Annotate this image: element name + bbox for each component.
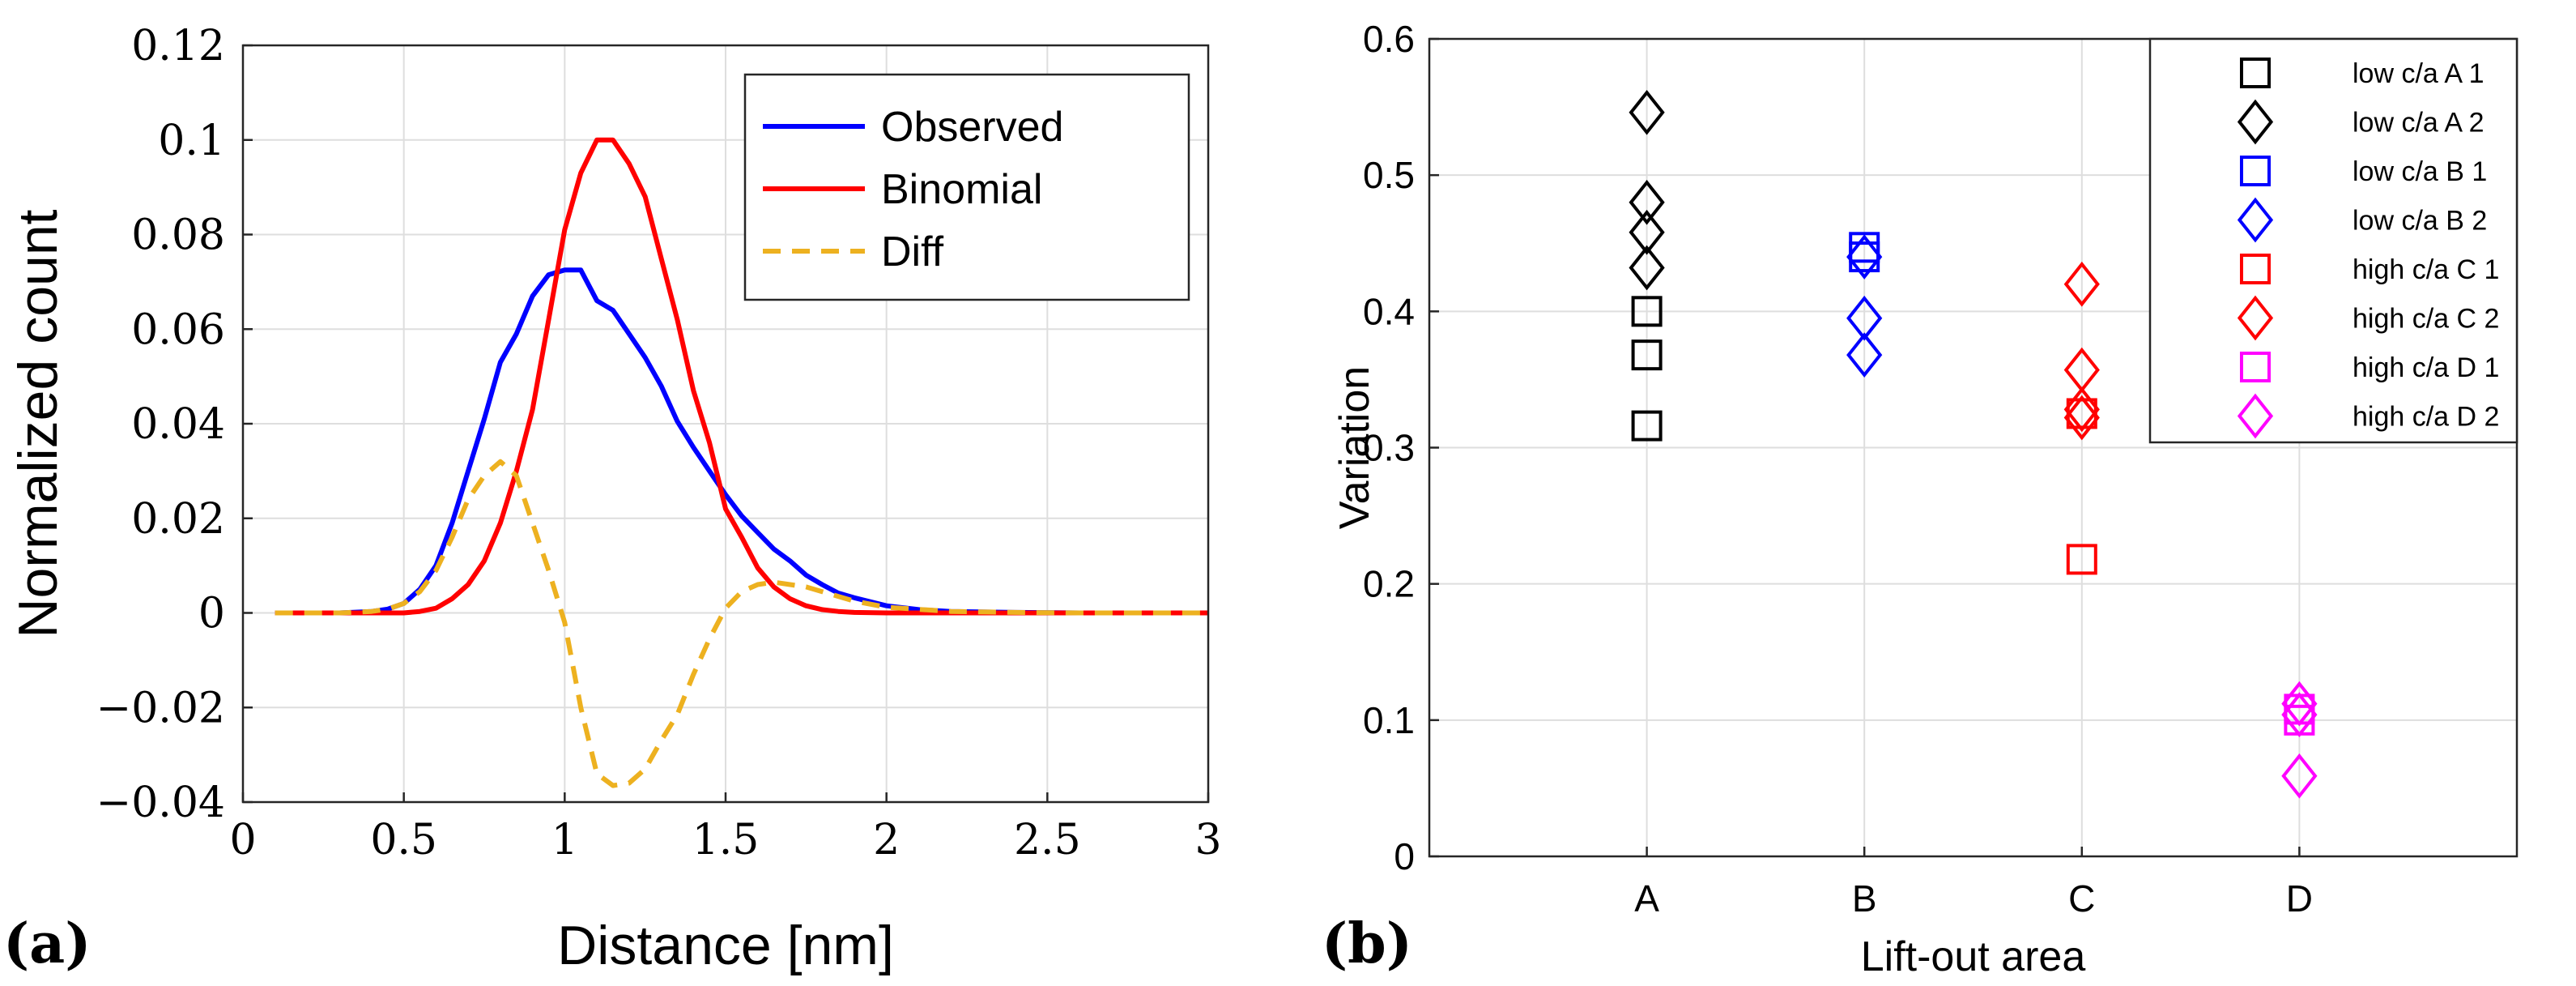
panel-a-x-tick-label: 3 xyxy=(1194,816,1221,864)
panel-a-legend: Observed Binomial Diff xyxy=(743,73,1190,301)
panel-a-x-tick-label: 0.5 xyxy=(370,816,437,864)
panel-b-y-tick-label: 0.3 xyxy=(1363,427,1415,469)
panel-b-legend-label: low c/a B 1 xyxy=(2352,156,2487,187)
panel-b-point-diamond xyxy=(1629,245,1665,291)
panel-b-point-diamond xyxy=(1629,179,1665,225)
panel-a-x-tick-label: 0 xyxy=(229,816,256,864)
panel-b-legend-marker-square xyxy=(2240,254,2271,284)
panel-b-y-tick-label: 0.1 xyxy=(1363,699,1415,741)
panel-b-point-diamond xyxy=(1846,295,1883,341)
panel-b-legend-label: high c/a C 1 xyxy=(2352,254,2499,285)
panel-b-point-diamond xyxy=(2063,386,2100,433)
panel-b-legend-marker-diamond xyxy=(2237,393,2274,439)
panel-a-y-axis-label: Normalized count xyxy=(7,209,69,638)
panel-a-series-line-observed xyxy=(275,267,1208,616)
panel-b-point-diamond xyxy=(2281,681,2318,727)
panel-a-legend-label: Binomial xyxy=(881,166,1042,213)
panel-b-legend-label: low c/a A 2 xyxy=(2352,108,2484,139)
panel-a-x-tick-label: 2 xyxy=(873,816,900,864)
panel-b-legend: low c/a A 1 low c/a A 2 low c/a B 1 low c/a… xyxy=(2148,37,2519,444)
panel-a-x-tick-label: 1.5 xyxy=(692,816,760,864)
panel-b-legend-marker-diamond xyxy=(2237,295,2274,341)
panel-b-x-tick-label: C xyxy=(2068,877,2095,920)
panel-b-y-axis-label: Variation xyxy=(1331,366,1378,529)
panel-a-y-tick-label: 0.04 xyxy=(131,400,225,449)
panel-a-y-tick-label: 0.12 xyxy=(131,22,225,70)
panel-a-y-tick-label: 0.06 xyxy=(131,305,225,354)
panel-b-point-diamond xyxy=(1629,89,1665,135)
panel-b-point-diamond xyxy=(2063,395,2100,441)
panel-b-point-square xyxy=(1631,339,1663,371)
panel-b-point-diamond xyxy=(1629,209,1665,255)
panel-b-legend-marker-diamond xyxy=(2237,197,2274,243)
panel-b-point-diamond xyxy=(2281,753,2318,799)
panel-b-x-tick-label: B xyxy=(1852,877,1877,920)
panel-b-legend-marker-square xyxy=(2240,156,2271,186)
panel-b-legend-marker-square xyxy=(2240,58,2271,88)
panel-b-series xyxy=(1629,89,2318,799)
panel-a-series-line-binomial xyxy=(275,137,1208,616)
panel-a-x-axis-label: Distance [nm] xyxy=(557,915,894,976)
panel-a-label: (a) xyxy=(3,911,91,976)
panel-a-series xyxy=(275,137,1208,788)
panel-a-x-tick-label: 1 xyxy=(551,816,578,864)
panel-b-legend-label: high c/a C 2 xyxy=(2352,304,2499,335)
panel-b-label: (b) xyxy=(1322,911,1412,976)
panel-a-y-tick-label: −0.04 xyxy=(96,779,225,827)
panel-a-line-chart: 0 0.5 1 1.5 2 2.5 3 −0.04 −0.02 0 0.02 0.04 0.06 0.08… xyxy=(3,22,1222,976)
panel-b-y-tick-label: 0 xyxy=(1394,835,1415,877)
panel-b-legend-label: high c/a D 2 xyxy=(2352,402,2499,433)
panel-a-x-tick-label: 2.5 xyxy=(1014,816,1081,864)
panel-b-legend-box xyxy=(2148,37,2519,444)
panel-a-y-tick-label: 0.02 xyxy=(131,495,225,544)
panel-b-point-square xyxy=(2066,544,2097,575)
panel-b-y-tick-label: 0.5 xyxy=(1363,154,1415,196)
panel-b-y-tick-label: 0.4 xyxy=(1363,290,1415,332)
panel-b-point-square xyxy=(1631,410,1663,442)
panel-a-y-tick-label: −0.02 xyxy=(96,684,225,732)
panel-b-legend-label: low c/a A 1 xyxy=(2352,58,2484,89)
panel-a-legend-label: Observed xyxy=(881,104,1063,151)
panel-b-point-diamond xyxy=(1846,234,1883,280)
panel-b-legend-label: low c/a B 2 xyxy=(2352,206,2487,237)
panel-a-y-tick-label: 0.08 xyxy=(131,211,225,260)
panel-a-y-tick-label: 0.1 xyxy=(158,117,225,165)
panel-b-point-diamond xyxy=(2063,261,2100,307)
panel-b-legend-marker-diamond xyxy=(2237,99,2274,145)
panel-a-series-line-diff xyxy=(275,459,1208,788)
panel-b-x-tick-label: A xyxy=(1634,877,1659,920)
panel-b-point-square xyxy=(1631,296,1663,327)
panel-a-y-tick-label: 0 xyxy=(198,590,225,638)
panel-a-ticks: 0 0.5 1 1.5 2 2.5 3 −0.04 −0.02 0 0.02 0.04 0.06 0.08… xyxy=(96,22,1222,864)
panel-a-legend-label: Diff xyxy=(881,228,944,275)
panel-b-point-diamond xyxy=(1846,332,1883,378)
panel-b-legend-marker-square xyxy=(2240,352,2271,382)
panel-b-x-tick-label: D xyxy=(2286,877,2313,920)
panel-b-legend-label: high c/a D 1 xyxy=(2352,352,2499,383)
panel-b-y-tick-label: 0.6 xyxy=(1363,18,1415,60)
panel-b-x-axis-label: Lift-out area xyxy=(1861,933,2086,980)
panel-b-y-tick-label: 0.2 xyxy=(1363,563,1415,605)
panel-b-point-diamond xyxy=(2281,692,2318,737)
panel-b-ticks: A B C D 0 0.1 0.2 0.3 0.4 0.5 0.6 xyxy=(1363,18,2313,920)
